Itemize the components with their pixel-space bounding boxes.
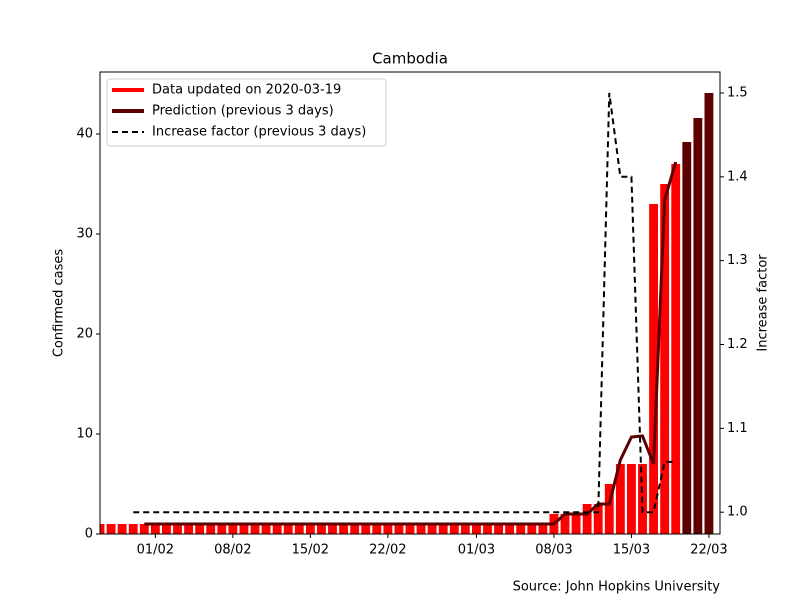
- y2-tick-label: 1.3: [727, 253, 748, 268]
- legend-label: Prediction (previous 3 days): [152, 104, 334, 119]
- x-tick-label: 15/03: [613, 543, 650, 558]
- bar: [593, 504, 603, 534]
- legend-label: Increase factor (previous 3 days): [152, 125, 366, 140]
- bar: [261, 524, 271, 534]
- bar: [671, 164, 681, 534]
- bar: [305, 524, 315, 534]
- bar: [272, 524, 282, 534]
- x-tick-label: 22/02: [369, 543, 406, 558]
- x-tick-label: 22/03: [690, 543, 727, 558]
- bar: [383, 524, 393, 534]
- bar: [283, 524, 293, 534]
- y-tick-label: 40: [76, 127, 93, 142]
- bar: [350, 524, 360, 534]
- bar: [483, 524, 492, 534]
- y2-tick-label: 1.5: [727, 85, 748, 100]
- bar: [438, 524, 448, 534]
- bar: [100, 524, 105, 534]
- y2-tick-label: 1.4: [727, 169, 748, 184]
- x-tick-label: 15/02: [292, 543, 329, 558]
- bar: [449, 524, 459, 534]
- bar: [494, 524, 503, 534]
- plot-frame: [99, 71, 721, 535]
- y2-tick-label: 1.2: [727, 337, 748, 352]
- bar: [150, 524, 160, 534]
- source-annotation: Source: John Hopkins University: [513, 580, 721, 595]
- x-tick-label: 01/03: [458, 543, 495, 558]
- y-axis-label: Confirmed cases: [52, 249, 67, 358]
- bar: [228, 524, 238, 534]
- bar: [117, 524, 127, 534]
- bar: [361, 524, 371, 534]
- bar: [538, 524, 548, 534]
- y-tick-label: 30: [76, 227, 93, 242]
- bar: [693, 118, 703, 534]
- bar: [615, 464, 625, 534]
- bar: [239, 524, 249, 534]
- y2-tick-label: 1.1: [727, 421, 748, 436]
- x-tick-label: 01/02: [137, 543, 174, 558]
- series-line: [133, 92, 676, 514]
- bar: [328, 524, 337, 534]
- bar: [527, 524, 537, 534]
- legend-box: [106, 78, 387, 147]
- x-tick-label: 08/02: [214, 543, 251, 558]
- bar: [139, 524, 149, 534]
- chart-title: Cambodia: [372, 50, 448, 68]
- bar: [195, 524, 205, 534]
- series-line: [144, 161, 678, 526]
- bar: [682, 142, 692, 534]
- bar: [294, 524, 304, 534]
- bar: [162, 524, 171, 534]
- bar: [317, 524, 326, 534]
- bar: [339, 524, 348, 534]
- bar: [173, 524, 182, 534]
- bar: [660, 184, 670, 534]
- bar: [250, 524, 260, 534]
- bar: [604, 484, 614, 534]
- bar: [217, 524, 227, 534]
- bar: [394, 524, 404, 534]
- bar: [571, 514, 581, 534]
- bar: [416, 524, 426, 534]
- plot-area: [100, 92, 714, 534]
- bar: [505, 524, 515, 534]
- bar: [206, 524, 216, 534]
- bar: [627, 464, 636, 534]
- y2-tick-label: 1.0: [727, 505, 748, 520]
- bar: [649, 204, 658, 534]
- bar: [106, 524, 116, 534]
- y2-axis-label: Increase factor: [756, 254, 771, 352]
- y-tick-label: 0: [85, 527, 93, 542]
- bar: [560, 514, 570, 534]
- bar: [184, 524, 193, 534]
- bar: [460, 524, 470, 534]
- bar: [472, 524, 481, 534]
- bar: [405, 524, 415, 534]
- bar: [582, 504, 592, 534]
- bar: [372, 524, 382, 534]
- y-tick-label: 10: [76, 427, 93, 442]
- x-tick-label: 08/03: [535, 543, 572, 558]
- y-tick-label: 20: [76, 327, 93, 342]
- bar: [516, 524, 526, 534]
- bar: [128, 524, 138, 534]
- bar: [427, 524, 437, 534]
- bar: [704, 93, 714, 534]
- legend-label: Data updated on 2020-03-19: [152, 83, 341, 98]
